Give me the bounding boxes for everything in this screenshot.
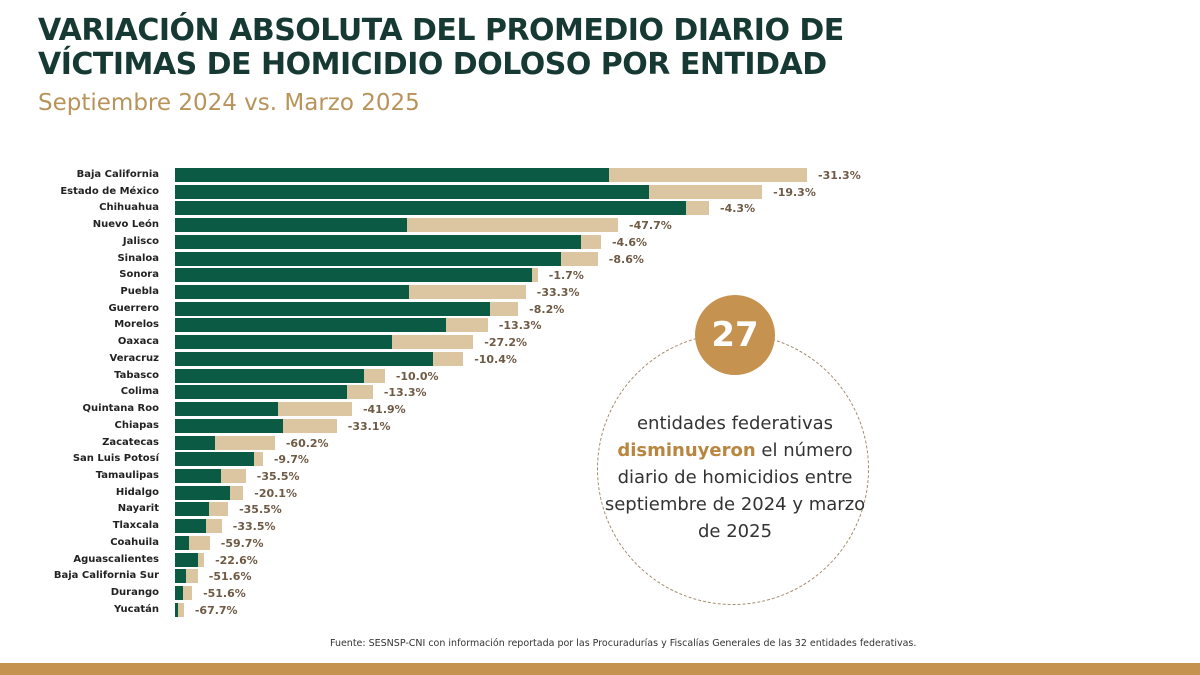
variation-label: -60.2% [285, 436, 329, 450]
category-label: Tlaxcala [112, 520, 159, 532]
bar-march-2025 [175, 485, 230, 500]
variation-label: -20.1% [254, 486, 297, 500]
variation-label: -33.3% [536, 286, 580, 300]
variation-label: -13.3% [383, 386, 427, 400]
category-label: Coahuila [110, 536, 159, 548]
variation-label: -1.7% [548, 269, 584, 283]
category-label: San Luis Potosí [72, 453, 159, 465]
variation-label: -67.7% [194, 603, 238, 617]
bar-march-2025 [175, 218, 407, 233]
bar-march-2025 [175, 569, 186, 584]
category-label: Chiapas [114, 419, 160, 431]
bar-march-2025 [175, 201, 687, 216]
title-line-2: VÍCTIMAS DE HOMICIDIO DOLOSO POR ENTIDAD [38, 47, 827, 82]
variation-label: -8.2% [529, 302, 565, 316]
bar-march-2025 [175, 418, 284, 433]
category-label: Hidalgo [115, 486, 159, 498]
category-label: Puebla [120, 286, 159, 298]
category-label: Colima [120, 386, 159, 398]
callout-text-after: el número diario de homicidios entre sep… [604, 440, 866, 542]
bar-march-2025 [175, 602, 178, 617]
variation-label: -33.1% [347, 419, 391, 433]
category-label: Estado de México [60, 185, 159, 197]
bar-march-2025 [175, 385, 347, 400]
bar-march-2025 [175, 519, 207, 534]
title-line-1: VARIACIÓN ABSOLUTA DEL PROMEDIO DIARIO D… [38, 13, 844, 48]
callout-text-before: entidades federativas [636, 413, 834, 434]
bar-september-2024 [175, 602, 184, 617]
bar-march-2025 [175, 234, 582, 249]
bar-march-2025 [175, 251, 562, 266]
callout-text: entidades federativas disminuyeron el nú… [600, 410, 870, 545]
variation-label: -47.7% [629, 219, 672, 233]
callout-highlight: disminuyeron [617, 440, 756, 461]
bar-march-2025 [175, 435, 215, 450]
count-badge: 27 [695, 295, 775, 375]
bar-march-2025 [175, 351, 434, 366]
bar-march-2025 [175, 168, 610, 182]
variation-label: -31.3% [818, 169, 861, 182]
bar-march-2025 [175, 535, 189, 550]
bar-march-2025 [175, 552, 198, 567]
variation-label: -51.6% [203, 587, 246, 600]
bar-march-2025 [175, 335, 393, 350]
category-label: Baja California [76, 169, 159, 180]
bar-march-2025 [175, 301, 491, 316]
bar-march-2025 [175, 368, 364, 383]
bar-march-2025 [175, 502, 210, 517]
category-label: Veracruz [109, 352, 159, 364]
category-label: Aguascalientes [73, 553, 159, 565]
variation-label: -9.7% [273, 453, 309, 467]
bar-march-2025 [175, 268, 532, 283]
bar-march-2025 [175, 184, 649, 199]
bar-march-2025 [175, 402, 278, 417]
source-note: Fuente: SESNSP-CNI con información repor… [330, 638, 917, 649]
bar-march-2025 [175, 318, 447, 333]
category-label: Durango [110, 587, 159, 598]
category-label: Sonora [119, 269, 159, 281]
bar-march-2025 [175, 468, 221, 483]
variation-label: -4.6% [611, 235, 648, 249]
category-label: Tabasco [114, 369, 159, 381]
bar-march-2025 [175, 285, 409, 300]
category-label: Baja California Sur [53, 570, 159, 582]
variation-label: -35.5% [239, 503, 282, 517]
category-label: Nayarit [117, 503, 159, 515]
chart-title: VARIACIÓN ABSOLUTA DEL PROMEDIO DIARIO D… [38, 14, 844, 82]
variation-label: -8.6% [608, 252, 644, 266]
variation-label: -51.6% [208, 570, 252, 584]
category-label: Zacatecas [102, 436, 159, 448]
variation-label: -27.2% [484, 336, 528, 350]
category-label: Oaxaca [117, 336, 159, 348]
variation-label: -19.3% [773, 185, 816, 199]
category-label: Morelos [114, 319, 159, 331]
category-label: Chihuahua [99, 202, 159, 214]
category-label: Tamaulipas [95, 469, 159, 481]
variation-label: -41.9% [362, 403, 406, 417]
category-label: Jalisco [122, 235, 159, 247]
category-label: Sinaloa [117, 252, 159, 264]
variation-label: -13.3% [498, 319, 542, 333]
variation-label: -35.5% [256, 469, 300, 483]
variation-label: -22.6% [215, 553, 258, 567]
variation-label: -59.7% [220, 536, 264, 550]
variation-label: -10.0% [395, 369, 439, 383]
variation-label: -33.5% [232, 520, 276, 534]
variation-label: -10.4% [474, 352, 517, 366]
chart-subtitle: Septiembre 2024 vs. Marzo 2025 [38, 90, 420, 116]
category-label: Quintana Roo [82, 403, 159, 415]
category-label: Nuevo León [92, 219, 159, 231]
category-label: Yucatán [114, 603, 159, 615]
category-label: Guerrero [108, 302, 159, 314]
variation-label: -4.3% [720, 202, 756, 216]
footer-band [0, 663, 1200, 675]
bar-march-2025 [175, 452, 255, 467]
bar-march-2025 [175, 586, 184, 600]
